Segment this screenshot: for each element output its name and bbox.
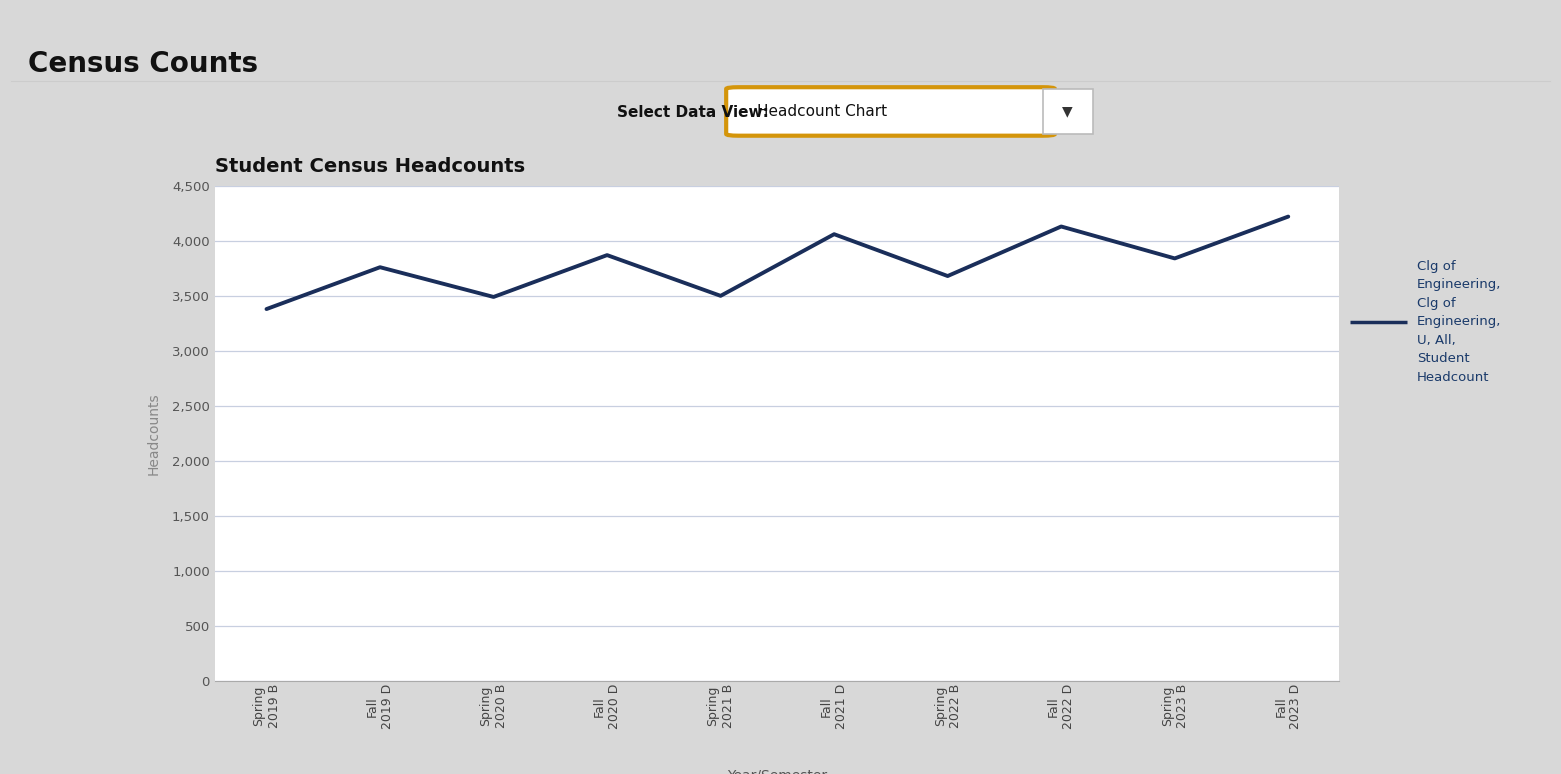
Text: Student Census Headcounts: Student Census Headcounts <box>215 157 526 176</box>
Text: Select Data View:: Select Data View: <box>617 104 768 120</box>
Y-axis label: Headcounts: Headcounts <box>147 392 161 474</box>
FancyBboxPatch shape <box>1043 89 1093 134</box>
Text: ▼: ▼ <box>1063 104 1072 118</box>
Text: Clg of
Engineering,
Clg of
Engineering,
U, All,
Student
Headcount: Clg of Engineering, Clg of Engineering, … <box>1417 260 1502 384</box>
X-axis label: Year/Semester: Year/Semester <box>727 768 827 774</box>
Text: Census Counts: Census Counts <box>28 50 258 78</box>
FancyBboxPatch shape <box>726 87 1055 135</box>
Text: Headcount Chart: Headcount Chart <box>757 104 887 119</box>
